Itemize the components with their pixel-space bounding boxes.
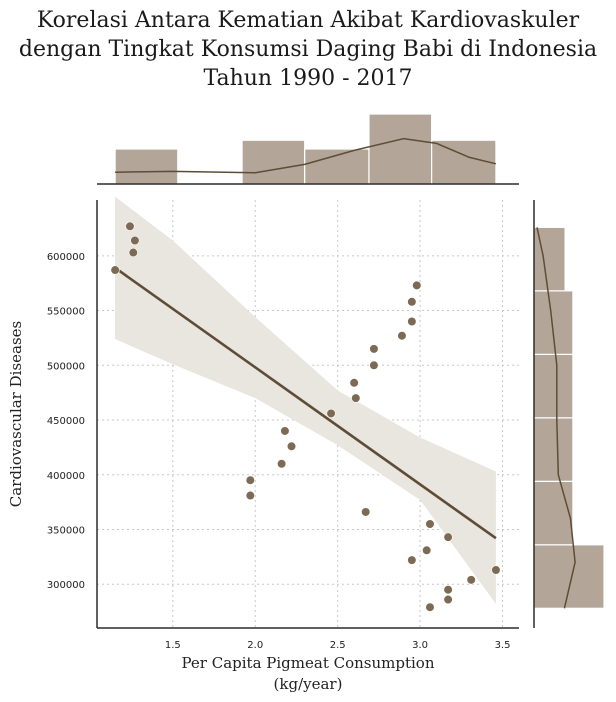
y-axis-label: Cardiovascular Diseases xyxy=(7,321,25,508)
scatter-point-9 xyxy=(326,408,336,419)
scatter-points xyxy=(110,221,501,612)
scatter-point-22 xyxy=(425,602,435,612)
scatter-point-4 xyxy=(245,475,255,485)
y-tick-label-6: 600000 xyxy=(47,252,85,263)
right-histogram-bar-1 xyxy=(533,480,574,546)
right-histogram-bar-2 xyxy=(533,417,574,482)
scatter-point-26 xyxy=(466,575,476,585)
y-tick-label-2: 400000 xyxy=(47,471,85,482)
scatter-point-7 xyxy=(280,426,290,436)
y-tick-label-3: 450000 xyxy=(47,416,85,427)
scatter-point-20 xyxy=(422,545,432,555)
x-tick-label-1: 2.0 xyxy=(247,640,263,651)
scatter-point-6 xyxy=(277,459,287,469)
scatter-point-5 xyxy=(245,490,255,501)
scatter-point-10 xyxy=(349,378,359,388)
scatter-point-15 xyxy=(397,331,407,341)
title-line-3: Tahun 1990 - 2017 xyxy=(203,66,413,91)
scatter-point-14 xyxy=(369,360,379,370)
regression-line-group xyxy=(114,266,497,540)
right-kde-curve xyxy=(536,227,576,609)
scatter-point-1 xyxy=(125,221,135,231)
confidence-band-group xyxy=(115,196,496,604)
scatter-point-11 xyxy=(351,393,361,403)
scatter-point-8 xyxy=(286,441,297,451)
scatter-point-25 xyxy=(443,594,453,605)
scatter-point-17 xyxy=(407,316,417,327)
scatter-point-2 xyxy=(130,235,140,246)
scatter-point-3 xyxy=(128,247,138,258)
title-line-1: Korelasi Antara Kematian Akibat Kardiova… xyxy=(36,8,580,33)
scatter-point-24 xyxy=(443,585,453,595)
x-tick-label-4: 3.5 xyxy=(495,640,511,651)
y-tick-label-1: 350000 xyxy=(47,525,85,536)
scatter-point-19 xyxy=(407,555,417,565)
y-tick-label-0: 300000 xyxy=(47,580,85,591)
y-tick-label-5: 550000 xyxy=(47,307,85,318)
scatter-point-12 xyxy=(361,507,371,517)
regression-line xyxy=(114,266,497,540)
scatter-point-0 xyxy=(110,265,120,275)
title-line-2: dengan Tingkat Konsumsi Daging Babi di I… xyxy=(18,37,598,62)
scatter-point-13 xyxy=(369,344,379,354)
top-kde-curve xyxy=(115,137,497,174)
right-histogram-bar-3 xyxy=(533,353,574,419)
scatter-point-23 xyxy=(443,532,453,542)
x-tick-label-0: 1.5 xyxy=(165,640,181,651)
right-marginal xyxy=(533,200,605,628)
right-histogram-bar-0 xyxy=(533,544,605,609)
top-histogram-bar-0 xyxy=(114,148,179,185)
chart-title: Korelasi Antara Kematian Akibat Kardiova… xyxy=(0,6,616,93)
scatter-point-21 xyxy=(425,519,435,529)
scatter-point-18 xyxy=(412,280,422,290)
top-marginal xyxy=(97,113,519,185)
top-histogram-bar-3 xyxy=(304,148,370,185)
y-tick-label-4: 500000 xyxy=(47,361,85,372)
confidence-band xyxy=(115,196,496,604)
top-histogram-bar-2 xyxy=(241,139,306,185)
x-axis-label-line-1: Per Capita Pigmeat Consumption xyxy=(182,654,435,672)
top-histogram-bar-4 xyxy=(368,113,433,185)
scatter-point-27 xyxy=(491,565,501,575)
y-ticks: 300000 350000 400000 450000 500000 550000 6000… xyxy=(47,252,85,591)
right-histogram-bar-4 xyxy=(533,290,574,355)
x-tick-label-2: 2.5 xyxy=(330,640,346,651)
x-axis-label-line-2: (kg/year) xyxy=(274,675,343,693)
x-tick-label-3: 3.0 xyxy=(412,640,428,651)
x-ticks: 1.5 2.0 2.5 3.0 3.5 xyxy=(165,640,511,651)
scatter-point-16 xyxy=(407,297,417,307)
axes xyxy=(96,200,519,629)
